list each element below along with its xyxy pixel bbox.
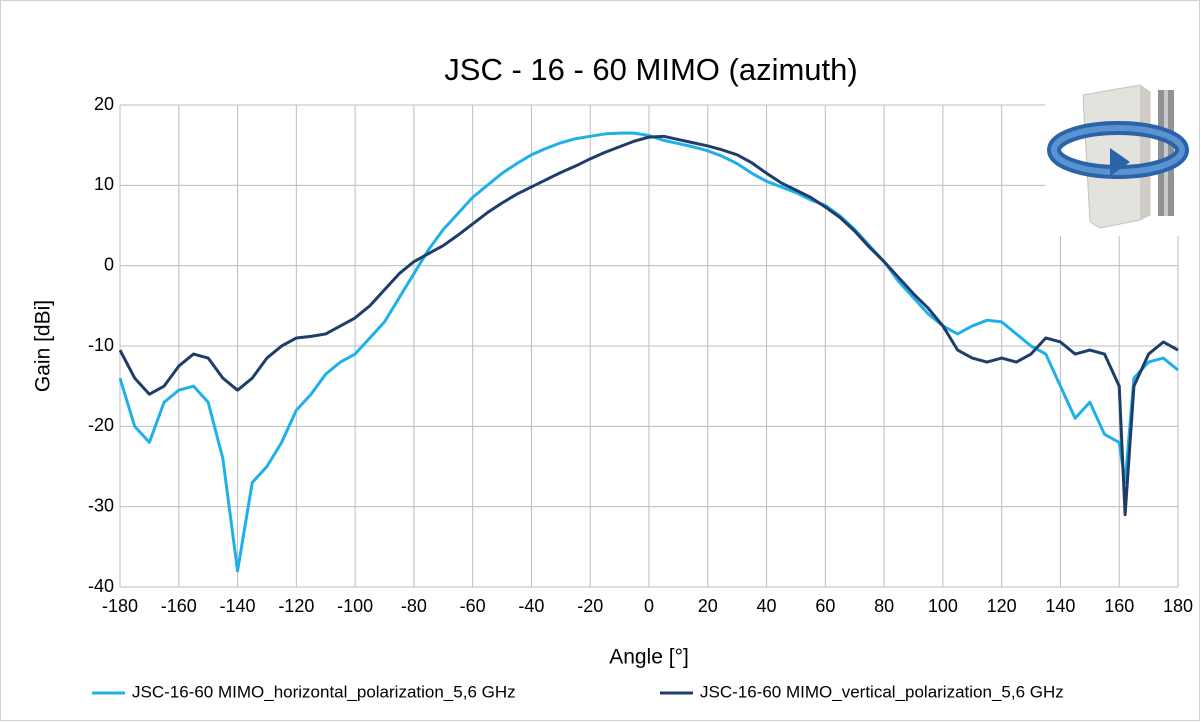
y-axis-label: Gain [dBi] <box>32 300 55 392</box>
legend-label: JSC-16-60 MIMO_horizontal_polarization_5… <box>132 682 516 701</box>
y-tick-label: 0 <box>104 254 114 274</box>
x-tick-label: -80 <box>401 596 427 616</box>
x-tick-label: -40 <box>518 596 544 616</box>
x-tick-label: -140 <box>220 596 256 616</box>
x-tick-label: 60 <box>815 596 835 616</box>
y-tick-label: -10 <box>88 335 114 355</box>
y-tick-label: -40 <box>88 576 114 596</box>
x-tick-label: -160 <box>161 596 197 616</box>
y-tick-label: -20 <box>88 415 114 435</box>
y-tick-label: 20 <box>94 94 114 114</box>
x-tick-label: 0 <box>644 596 654 616</box>
legend-label: JSC-16-60 MIMO_vertical_polarization_5,6… <box>700 682 1064 701</box>
legend: JSC-16-60 MIMO_horizontal_polarization_5… <box>92 682 1064 701</box>
x-tick-label: 100 <box>928 596 958 616</box>
x-tick-label: -100 <box>337 596 373 616</box>
x-tick-label: 20 <box>698 596 718 616</box>
antenna-illustration <box>1045 80 1193 236</box>
x-tick-label: -20 <box>577 596 603 616</box>
series-line <box>118 134 1179 517</box>
x-tick-label: 80 <box>874 596 894 616</box>
x-axis-label: Angle [°] <box>609 646 689 669</box>
x-tick-label: 140 <box>1045 596 1075 616</box>
x-tick-label: -120 <box>278 596 314 616</box>
x-tick-label: 160 <box>1104 596 1134 616</box>
x-tick-label: -180 <box>102 596 138 616</box>
x-tick-label: 180 <box>1163 596 1193 616</box>
x-tick-label: 120 <box>987 596 1017 616</box>
plot <box>118 131 1179 573</box>
x-tick-label: 40 <box>757 596 777 616</box>
chart-title: JSC - 16 - 60 MIMO (azimuth) <box>444 52 857 87</box>
y-tick-label: -30 <box>88 495 114 515</box>
y-tick-label: 10 <box>94 174 114 194</box>
x-tick-label: -60 <box>460 596 486 616</box>
